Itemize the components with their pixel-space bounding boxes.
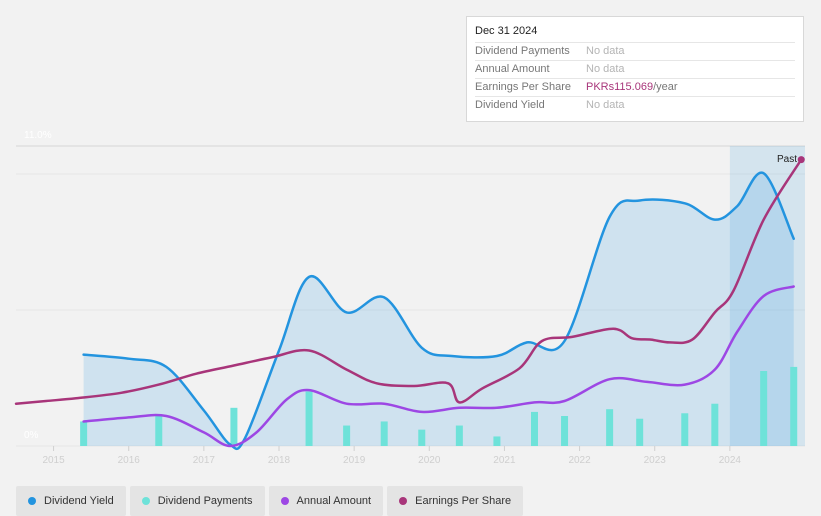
dividend-payment-bar [418, 429, 426, 446]
past-label: Past [777, 154, 797, 165]
x-tick-label: 2020 [418, 455, 441, 466]
tooltip-row-dividend-payments: Dividend Payments No data [475, 42, 795, 60]
dividend-payment-bars [80, 366, 798, 446]
x-tick-label: 2017 [193, 455, 216, 466]
x-tick-label: 2019 [343, 455, 366, 466]
dividend-yield-area [83, 172, 794, 449]
tooltip-row-eps: Earnings Per Share PKRs115.069/year [475, 78, 795, 96]
y-tick-bottom: 0% [24, 430, 39, 441]
dividend-payment-bar [80, 421, 88, 446]
x-tick-label: 2018 [268, 455, 291, 466]
annual-amount-dot-icon [280, 497, 289, 505]
dividend-yield-line [82, 171, 795, 451]
tooltip-date: Dec 31 2024 [475, 25, 538, 37]
legend-label: Earnings Per Share [415, 495, 512, 507]
legend-label: Annual Amount [296, 495, 372, 507]
dividend-payment-bar [681, 413, 689, 446]
tooltip-value: No data [586, 63, 625, 75]
dividend-payments-dot-icon [141, 497, 150, 505]
legend-label: Dividend Yield [44, 495, 114, 507]
x-tick-label: 2015 [42, 455, 65, 466]
dividend-payment-bar [530, 411, 538, 446]
legend-dividend-yield[interactable]: Dividend Yield [16, 486, 126, 516]
hover-tooltip: Dec 31 2024 Dividend Payments No data An… [466, 16, 804, 122]
tooltip-value: PKRs115.069/year [586, 79, 678, 96]
tooltip-label: Earnings Per Share [475, 81, 571, 93]
yield-area-layer [83, 172, 794, 449]
tooltip-value: No data [586, 99, 625, 111]
dividend-payment-bar [305, 391, 313, 446]
tooltip-label: Dividend Payments [475, 45, 570, 57]
x-tick-label: 2023 [644, 455, 667, 466]
dividend-payment-bar [561, 416, 569, 446]
legend-annual-amount[interactable]: Annual Amount [268, 486, 384, 516]
tooltip-row-dividend-yield: Dividend Yield No data [475, 96, 795, 114]
eps-unit: /year [653, 81, 678, 93]
legend-earnings-per-share[interactable]: Earnings Per Share [387, 486, 524, 516]
y-tick-top: 11.0% [24, 130, 52, 141]
eps-line [14, 158, 803, 405]
dividend-payment-bar [760, 371, 768, 446]
eps-dot-icon [399, 497, 408, 505]
x-tick-label: 2016 [118, 455, 141, 466]
dividend-payment-bar [790, 366, 798, 446]
dividend-payment-bar [380, 421, 388, 446]
grid-lines [16, 145, 805, 447]
dividend-payment-bar [343, 425, 351, 446]
dividend-yield-dot-icon [28, 497, 36, 505]
dividend-payment-bar [636, 418, 644, 446]
x-tick-label: 2024 [719, 455, 742, 466]
dividend-payment-bar [455, 425, 463, 446]
tooltip-label: Annual Amount [475, 63, 550, 75]
legend-dividend-payments[interactable]: Dividend Payments [129, 486, 265, 516]
x-tick-label: 2022 [568, 455, 591, 466]
dividend-payment-bar [155, 416, 163, 446]
series-lines [14, 158, 803, 451]
tooltip-value: No data [586, 45, 625, 57]
x-tick-label: 2021 [493, 455, 516, 466]
dividend-payment-bar [493, 436, 501, 446]
chart-legend: Dividend Yield Dividend Payments Annual … [16, 486, 524, 516]
dividend-payment-bar [230, 407, 238, 446]
x-axis-ticks: 2015 2016 2017 2018 2019 2020 2021 2022 2023 2024 [42, 446, 741, 466]
eps-end-marker [797, 156, 805, 164]
dividend-payment-bar [606, 409, 614, 446]
annual-amount-line [82, 285, 795, 448]
tooltip-label: Dividend Yield [475, 99, 545, 111]
tooltip-row-annual-amount: Annual Amount No data [475, 60, 795, 78]
dividend-payment-bar [711, 403, 719, 446]
legend-label: Dividend Payments [157, 495, 253, 507]
eps-value: PKRs115.069 [586, 81, 654, 93]
